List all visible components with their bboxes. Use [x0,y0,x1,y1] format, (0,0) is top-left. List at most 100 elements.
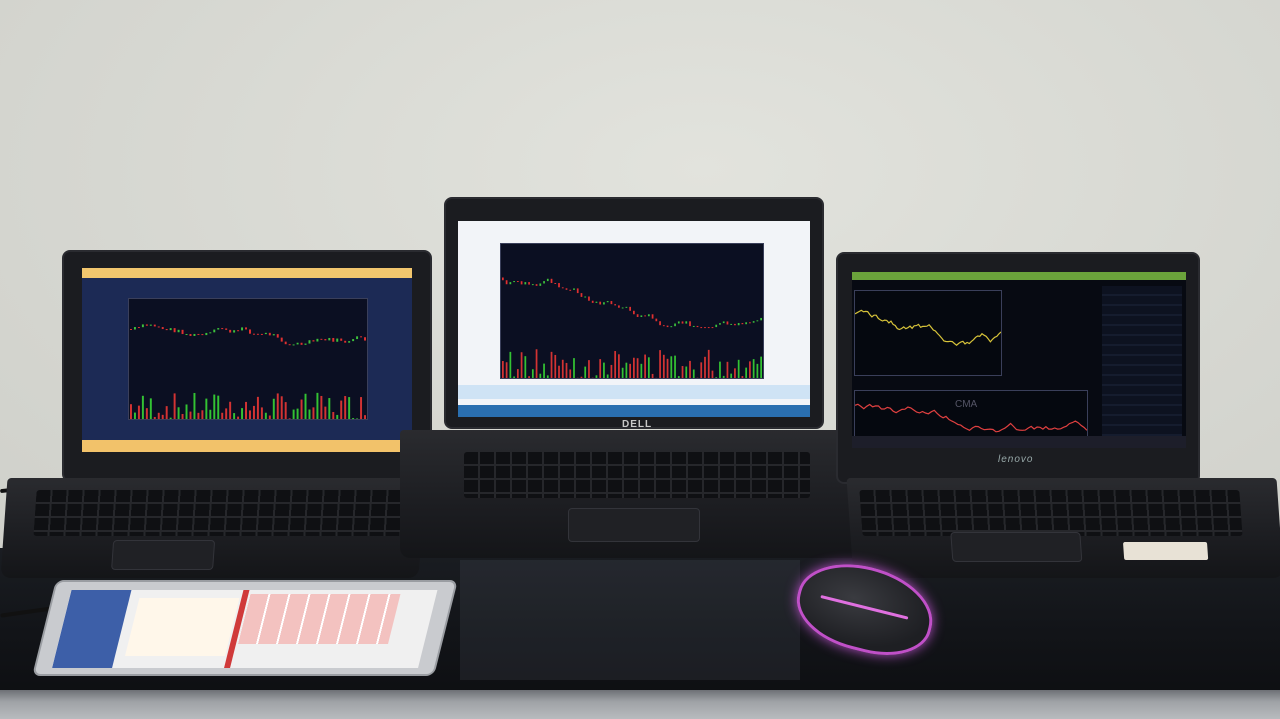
candle [614,304,617,306]
candle [225,328,228,330]
candle [312,340,315,342]
volume-bar [237,416,240,419]
candle [580,293,583,297]
volume-bar [137,405,140,419]
volume-bar [606,374,609,378]
volume-bar [149,398,152,419]
candle [565,288,568,290]
volume-bar [217,395,220,419]
volume-bar [707,349,710,378]
candle [546,278,549,282]
volume-bar [651,373,654,378]
candle [543,281,545,284]
volume-bar [610,364,613,378]
right-sticker [1122,542,1209,560]
volume-bar [256,396,259,419]
right-taskbar [852,436,1186,448]
right-top-chart-svg [855,309,1001,346]
volume-bar [308,409,311,419]
candle [245,327,247,330]
candle [213,329,216,333]
volume-bar [528,376,530,378]
volume-bar [621,367,624,378]
volume-bar [165,406,168,419]
volume-bar [502,361,504,378]
candle [516,281,519,283]
volume-bar [509,351,512,378]
tablet-sidebar [52,590,132,668]
tablet-screen [52,590,438,668]
volume-bar [722,375,725,378]
volume-bar [205,398,208,419]
volume-bar [213,394,216,419]
candle [316,338,319,342]
volume-bar [249,410,251,419]
candle [662,325,665,327]
candle [249,329,251,334]
candle [229,329,232,333]
volume-bar [352,418,355,419]
volume-bar [288,418,291,419]
candle [340,338,343,341]
volume-bar [730,373,733,378]
volume-bar [229,401,232,419]
candle [217,328,220,330]
volume-bar [662,354,665,378]
volume-bar [241,408,244,419]
candle [280,337,283,342]
volume-bar [189,411,192,419]
candle [737,323,740,326]
candle [599,301,602,305]
candle [292,344,295,346]
volume-bar [580,376,583,378]
candle [332,337,335,342]
volume-bar [569,369,572,378]
volume-bar [300,399,303,419]
volume-bar [584,366,587,378]
volume-bar [292,409,295,419]
candle [264,332,267,335]
volume-bar [756,363,759,378]
candle [629,306,631,311]
candle [209,332,212,334]
candle [252,333,255,335]
candle [153,324,156,327]
candle [177,329,180,333]
center-touchpad [568,508,700,542]
volume-bar [364,415,366,419]
right-laptop-lid: CMA lenovo [836,252,1200,484]
candle [260,333,263,335]
candle [719,323,721,325]
candle [189,334,192,336]
candle [603,302,605,305]
candle [610,301,613,305]
right-line-chart-bottom: CMA [854,390,1088,438]
volume-bar [636,358,639,378]
candle [284,341,287,345]
volume-bar [221,412,224,419]
candle [659,321,661,326]
candle [169,328,172,331]
candle [670,326,673,328]
volume-bar [554,354,557,378]
candle [300,342,303,345]
candle [352,339,355,342]
candle [328,337,331,341]
candle [569,289,572,291]
candle [636,314,639,317]
tablet-grid [238,594,401,644]
candle [524,282,527,285]
candle [647,314,650,317]
volume-bar [640,363,643,378]
candle [674,323,676,327]
volume-bar [625,362,628,378]
candle [237,330,240,332]
volume-bar [550,351,553,378]
candle [749,322,751,324]
volume-bar [324,406,327,419]
volume-bar [618,354,620,378]
volume-bar [543,363,545,378]
candle [348,341,351,343]
right-touchpad [950,532,1083,562]
volume-bar [685,366,688,378]
